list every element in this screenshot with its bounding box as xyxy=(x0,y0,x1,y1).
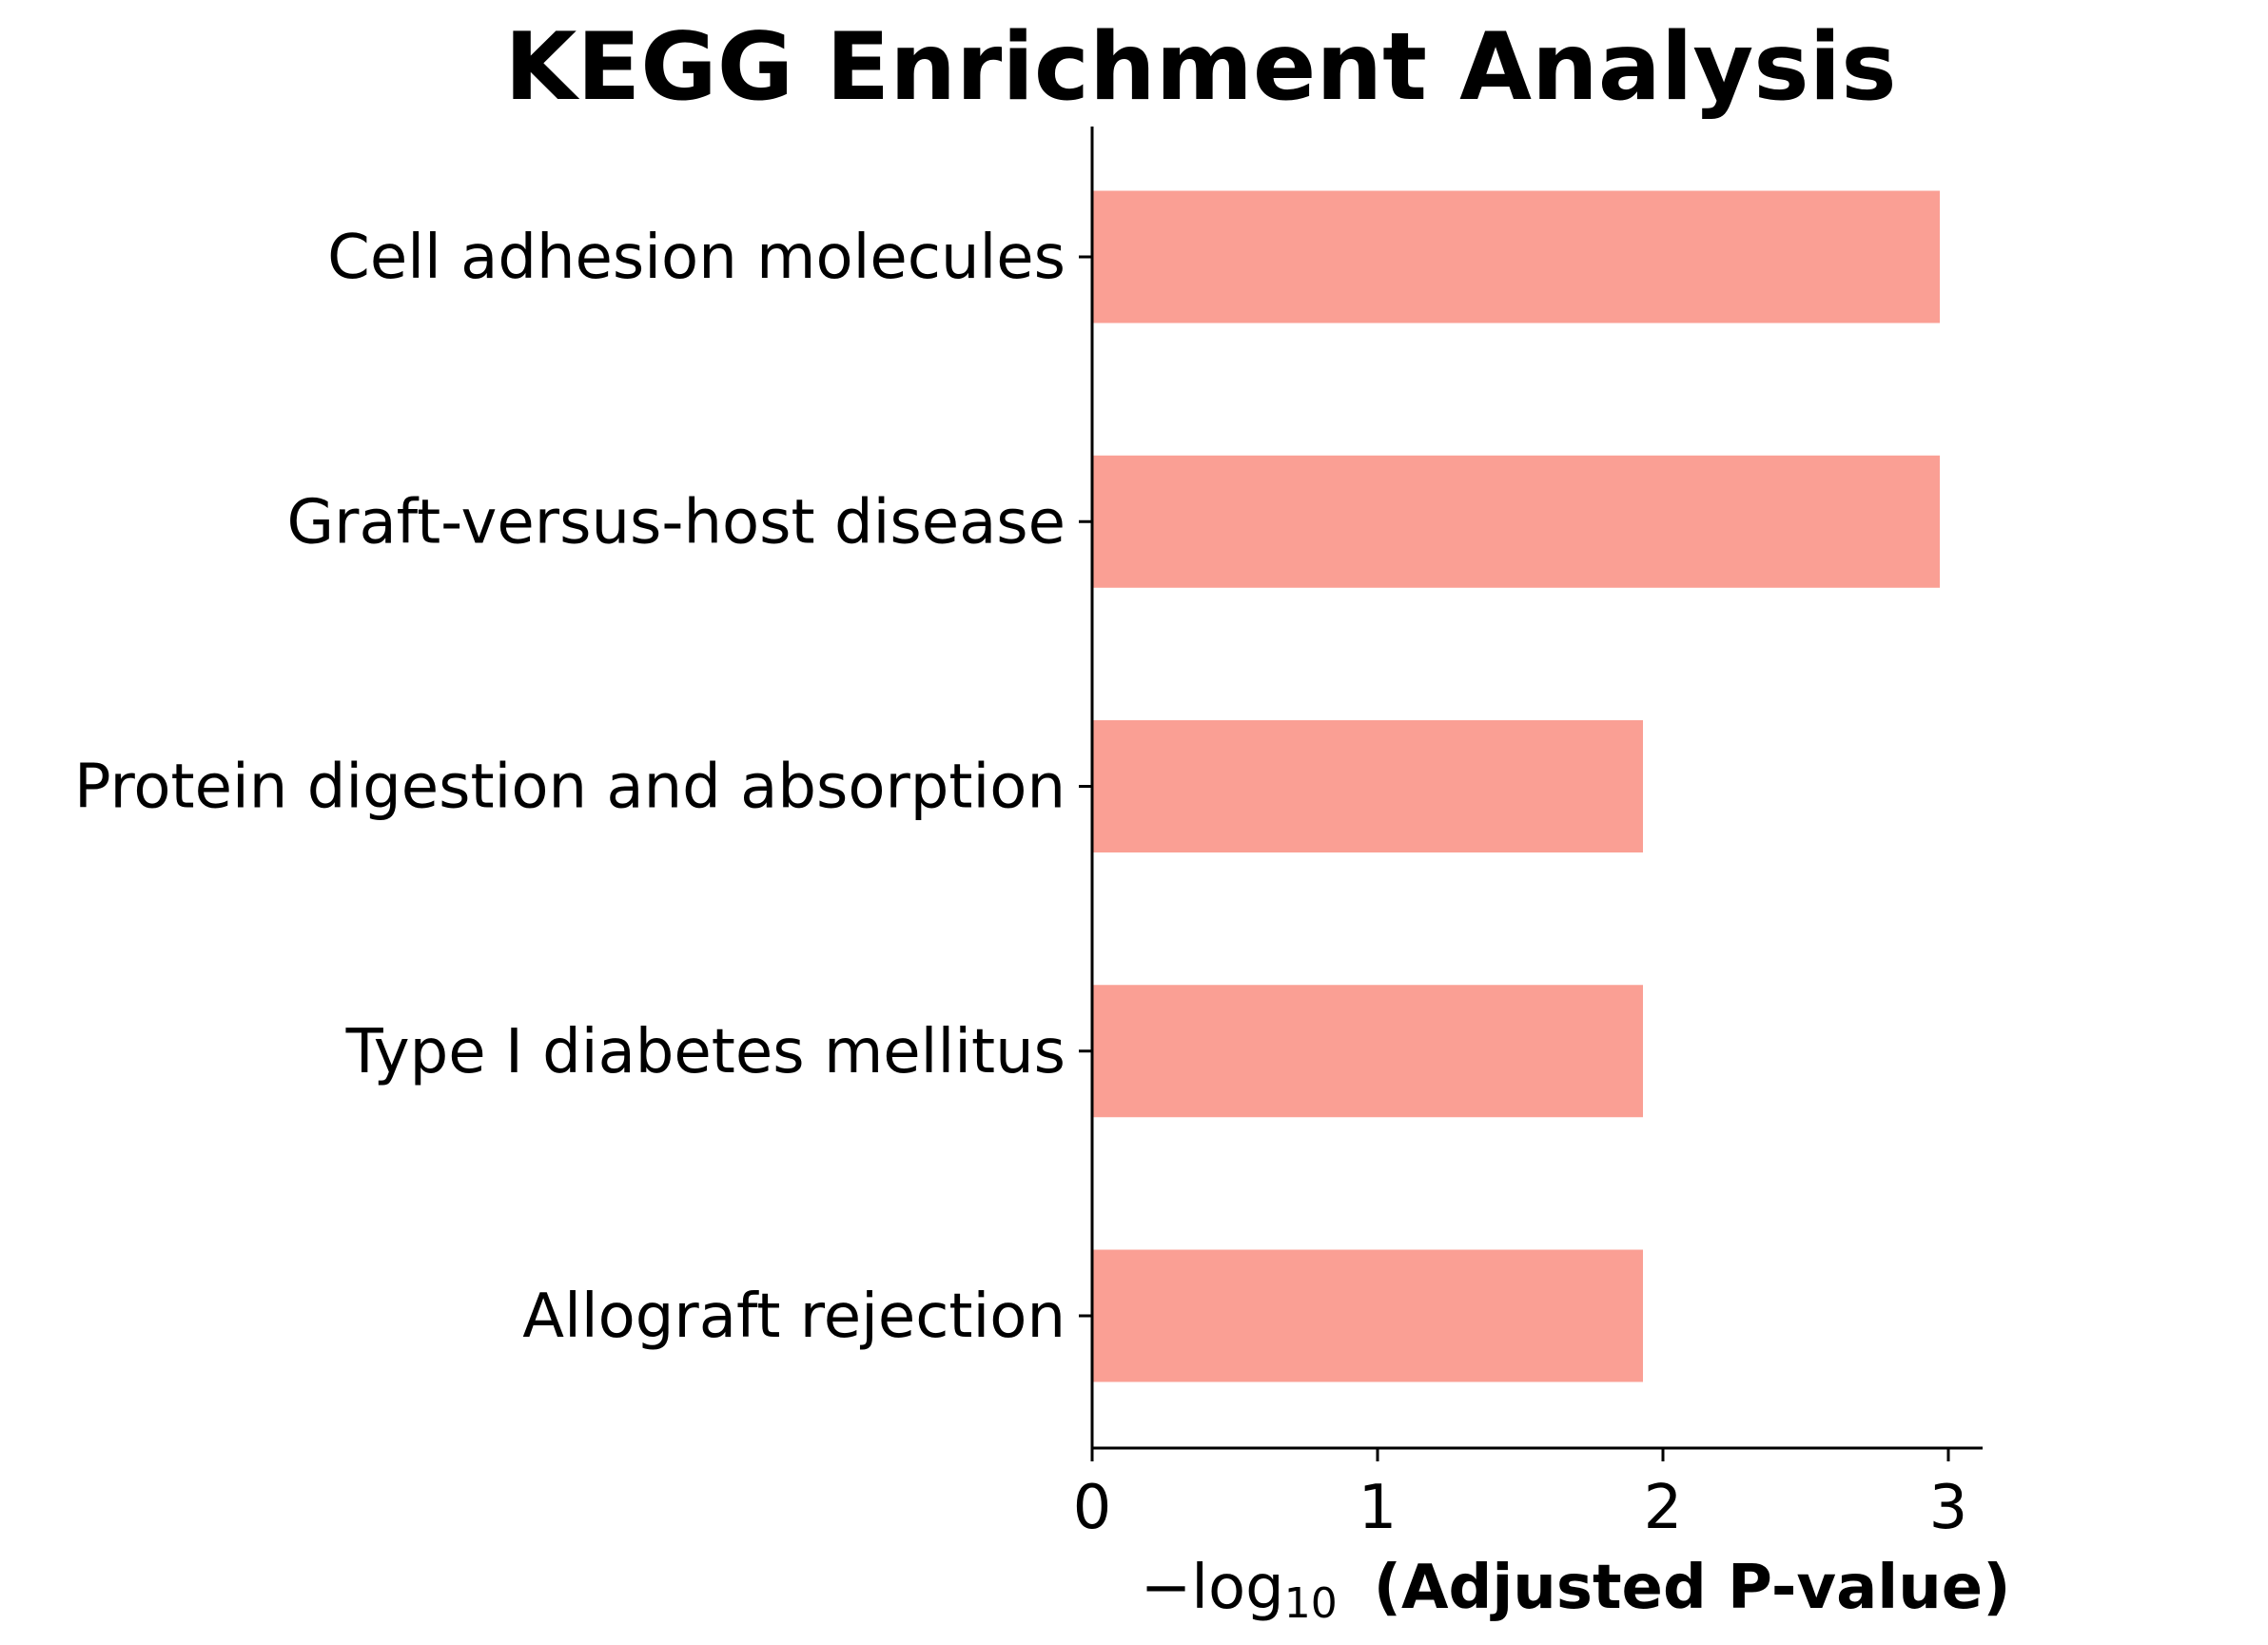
x-ticks: 0 1 2 3 xyxy=(1073,1448,1968,1543)
x-tick-label: 0 xyxy=(1073,1473,1112,1543)
x-axis-label: −log10 (Adjusted P-value) xyxy=(1141,1553,2011,1628)
bar xyxy=(1092,190,1940,323)
bar xyxy=(1092,985,1643,1118)
chart-title: KEGG Enrichment Analysis xyxy=(504,13,1896,122)
bars-layer xyxy=(1092,190,1940,1382)
x-axis-label-prefix: −log xyxy=(1141,1553,1284,1623)
y-tick-label: Allograft rejection xyxy=(522,1282,1066,1352)
y-tick-label: Protein digestion and absorption xyxy=(74,753,1066,823)
bar xyxy=(1092,1249,1643,1382)
x-axis-label-bold: (Adjusted P-value) xyxy=(1374,1553,2011,1623)
bar xyxy=(1092,720,1643,852)
y-tick-label: Cell adhesion molecules xyxy=(327,223,1066,293)
x-tick-label: 1 xyxy=(1359,1473,1398,1543)
x-tick-label: 3 xyxy=(1929,1473,1968,1543)
y-ticks: Cell adhesion molecules Graft-versus-host… xyxy=(74,223,1092,1352)
x-axis-label-subscript: 10 xyxy=(1284,1579,1338,1628)
x-tick-label: 2 xyxy=(1644,1473,1683,1543)
y-tick-label: Graft-versus-host disease xyxy=(287,487,1066,558)
bar xyxy=(1092,455,1940,588)
y-tick-label: Type I diabetes mellitus xyxy=(345,1017,1066,1087)
